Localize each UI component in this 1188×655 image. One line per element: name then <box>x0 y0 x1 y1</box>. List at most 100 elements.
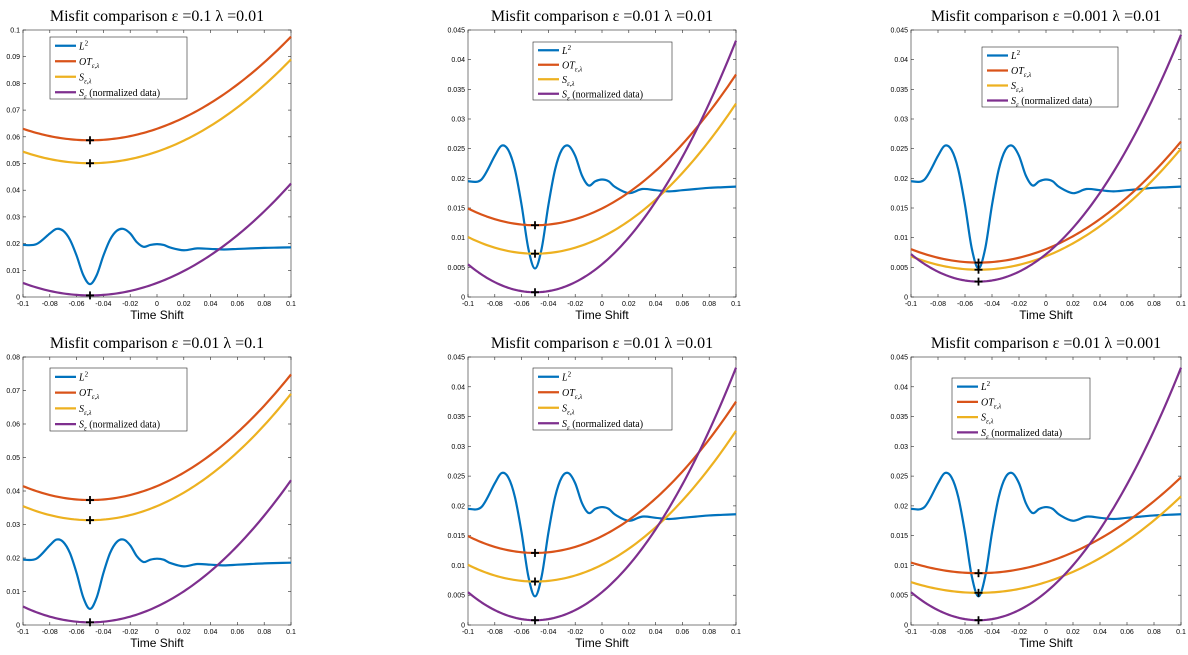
y-tick-label: 0.015 <box>447 206 465 213</box>
y-tick-label: 0.04 <box>6 489 20 496</box>
y-tick-label: 0.045 <box>447 355 465 362</box>
y-tick-label: 0.02 <box>451 176 465 183</box>
x-tick-label: -0.04 <box>95 629 111 636</box>
x-tick-label: 0.04 <box>1093 301 1107 308</box>
y-tick-label: 0.03 <box>451 444 465 451</box>
x-tick-label: -0.08 <box>487 301 503 308</box>
legend-label: Sε,λ <box>562 75 575 88</box>
legend-box <box>981 46 1119 108</box>
y-tick-label: 0.04 <box>894 384 908 391</box>
x-axis-label: Time Shift <box>130 308 184 322</box>
legend-label: Sε,λ <box>562 403 575 416</box>
y-tick-label: 0.035 <box>447 414 465 421</box>
legend-label: OTε,λ <box>79 388 99 401</box>
x-tick-label: -0.06 <box>69 301 85 308</box>
y-tick-label: 0.03 <box>451 117 465 124</box>
legend-label: OTε,λ <box>981 397 1001 410</box>
x-tick-label: 0 <box>1044 629 1048 636</box>
legend <box>951 377 1091 440</box>
legend-label: Sε,λ <box>79 72 92 85</box>
x-tick-label: 0.06 <box>231 301 245 308</box>
series-line-snorm <box>22 182 292 297</box>
y-tick-label: 0.07 <box>6 388 20 395</box>
x-tick-label: 0 <box>1044 301 1048 308</box>
series-line-ot <box>910 140 1182 264</box>
x-tick-label: 0.06 <box>1120 301 1134 308</box>
minimum-marker <box>531 221 539 230</box>
x-tick-label: 0.1 <box>286 301 296 308</box>
series-line-snorm <box>910 34 1183 283</box>
legend-label: Sε (normalized data) <box>562 89 643 102</box>
subplot-1: Misfit comparison ε =0.1 λ =0.01 -0.1 -0.0… <box>6 8 296 322</box>
minimum-marker <box>86 159 94 168</box>
series-line-l2 <box>910 471 1182 598</box>
series-line-s <box>22 58 292 165</box>
y-tick-label: 0 <box>461 623 465 630</box>
series-line-snorm <box>910 367 1183 622</box>
x-tick-label: 0.02 <box>1066 629 1080 636</box>
y-tick-label: 0.01 <box>894 235 908 242</box>
y-tick-label: 0.035 <box>890 87 908 94</box>
y-tick-label: 0.04 <box>451 384 465 391</box>
legend-label: L2 <box>78 370 89 383</box>
series-line-ot <box>22 35 292 142</box>
y-tick-label: 0.05 <box>6 161 20 168</box>
x-tick-label: -0.02 <box>567 629 583 636</box>
series-line-s <box>22 393 292 522</box>
legend <box>981 46 1119 108</box>
x-tick-label: 0.04 <box>649 629 663 636</box>
y-tick-label: 0.005 <box>447 265 465 272</box>
x-tick-label: 0.1 <box>731 629 741 636</box>
legend <box>532 367 673 431</box>
x-tick-label: 0 <box>600 301 604 308</box>
legend-label: L2 <box>561 370 572 383</box>
legend-box <box>951 377 1091 440</box>
series-line-ot <box>910 476 1182 575</box>
x-tick-label: -0.06 <box>957 629 973 636</box>
minimum-marker <box>86 291 94 300</box>
legend-label: Sε (normalized data) <box>1011 96 1092 109</box>
x-tick-label: 0.04 <box>204 629 218 636</box>
y-tick-label: 0.035 <box>447 87 465 94</box>
legend-label: L2 <box>1010 49 1021 62</box>
x-tick-label: -0.1 <box>905 629 917 636</box>
legend-label: Sε (normalized data) <box>562 419 643 432</box>
x-tick-label: 0.1 <box>286 629 296 636</box>
x-tick-label: 0.1 <box>1176 301 1186 308</box>
x-tick-label: -0.08 <box>487 629 503 636</box>
y-tick-label: 0.045 <box>890 28 908 35</box>
x-tick-label: -0.06 <box>69 629 85 636</box>
y-tick-label: 0.1 <box>10 28 20 35</box>
y-tick-label: 0.08 <box>6 355 20 362</box>
minimum-marker <box>974 569 983 578</box>
x-tick-label: 0.02 <box>622 301 636 308</box>
legend-label: Sε (normalized data) <box>981 428 1062 441</box>
x-axis-label: Time Shift <box>1019 308 1073 322</box>
x-tick-label: -0.08 <box>42 301 58 308</box>
x-tick-label: -0.06 <box>514 629 530 636</box>
y-tick-label: 0.03 <box>894 444 908 451</box>
legend-label: OTε,λ <box>562 388 582 401</box>
x-tick-label: 0 <box>600 629 604 636</box>
y-tick-label: 0 <box>461 295 465 302</box>
x-tick-label: -0.08 <box>930 629 946 636</box>
subplot-title: Misfit comparison ε =0.01 λ =0.01 <box>491 335 713 352</box>
y-tick-label: 0.045 <box>890 355 908 362</box>
legend-label: Sε,λ <box>1011 81 1024 94</box>
y-tick-label: 0.05 <box>6 455 20 462</box>
legend-box <box>532 367 673 431</box>
x-tick-label: 0.08 <box>257 629 271 636</box>
y-tick-label: 0.03 <box>894 117 908 124</box>
x-tick-label: -0.1 <box>905 301 917 308</box>
x-axis-label: Time Shift <box>130 636 184 650</box>
y-tick-label: 0.035 <box>890 414 908 421</box>
x-tick-label: -0.04 <box>540 301 556 308</box>
series-line-l2 <box>22 227 292 286</box>
y-tick-label: 0.01 <box>451 235 465 242</box>
x-tick-label: 0.06 <box>676 629 690 636</box>
x-tick-label: -0.04 <box>984 629 1000 636</box>
legend <box>49 367 188 432</box>
legend-label: Sε,λ <box>981 413 994 426</box>
minimum-marker <box>86 516 94 525</box>
series-line-l2 <box>467 471 737 598</box>
